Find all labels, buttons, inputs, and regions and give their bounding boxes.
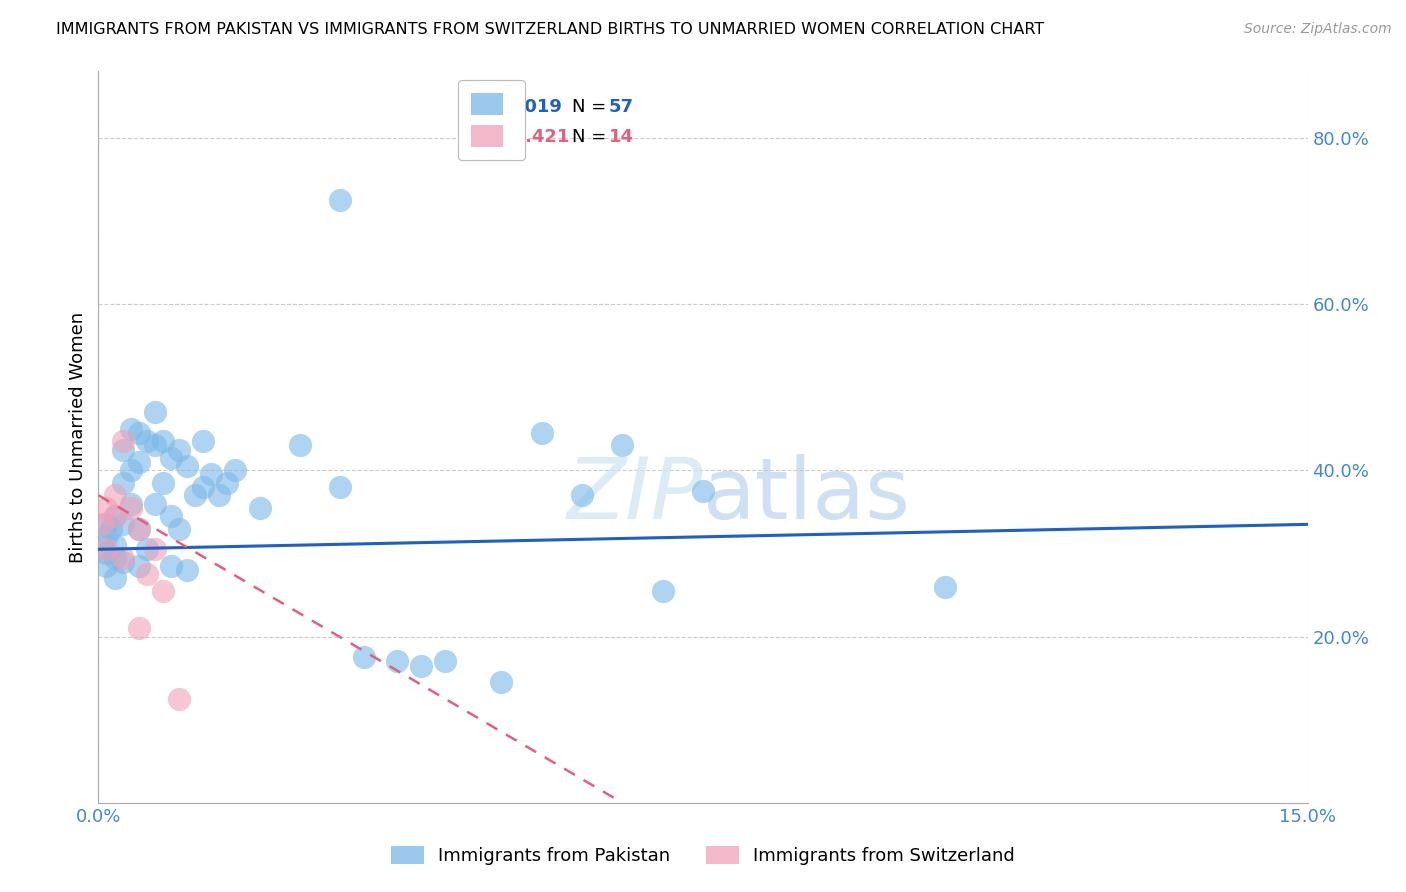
Point <box>288 438 311 452</box>
Point <box>96 542 118 557</box>
Point <box>111 517 134 532</box>
Point <box>167 692 190 706</box>
Point <box>193 434 215 449</box>
Point <box>160 558 183 573</box>
Point <box>128 521 150 535</box>
Point <box>152 434 174 449</box>
Point <box>167 521 190 535</box>
Text: R =: R = <box>468 98 502 116</box>
Point <box>128 455 150 469</box>
Point <box>111 550 134 565</box>
Point <box>612 438 634 452</box>
Point <box>91 538 114 552</box>
Point <box>224 463 246 477</box>
Point <box>385 655 408 669</box>
Point <box>96 517 118 532</box>
Point <box>152 475 174 490</box>
Point <box>111 555 134 569</box>
Point <box>111 442 134 457</box>
Point <box>103 509 125 524</box>
Point <box>409 658 432 673</box>
Text: N =: N = <box>572 98 606 116</box>
Point <box>160 509 183 524</box>
Point <box>491 675 513 690</box>
Point <box>143 405 166 419</box>
Point <box>329 193 352 207</box>
Y-axis label: Births to Unmarried Women: Births to Unmarried Women <box>69 311 87 563</box>
Point <box>135 567 157 582</box>
Text: 14: 14 <box>609 128 634 145</box>
Point <box>120 463 142 477</box>
Point <box>103 550 125 565</box>
Point <box>143 497 166 511</box>
Point <box>200 467 222 482</box>
Point <box>249 500 271 515</box>
Point <box>103 509 125 524</box>
Point <box>120 500 142 515</box>
Point <box>96 546 118 560</box>
Point <box>143 438 166 452</box>
Text: atlas: atlas <box>703 454 911 537</box>
Point <box>176 459 198 474</box>
Point <box>160 450 183 465</box>
Point <box>217 475 239 490</box>
Point <box>353 650 375 665</box>
Point <box>120 422 142 436</box>
Point <box>91 517 114 532</box>
Point <box>651 583 673 598</box>
Point <box>128 425 150 440</box>
Point <box>530 425 553 440</box>
Legend: Immigrants from Pakistan, Immigrants from Switzerland: Immigrants from Pakistan, Immigrants fro… <box>382 837 1024 874</box>
Point <box>103 488 125 502</box>
Point <box>692 484 714 499</box>
Point <box>176 563 198 577</box>
Point <box>128 558 150 573</box>
Point <box>96 558 118 573</box>
Point <box>96 500 118 515</box>
Point <box>135 542 157 557</box>
Point <box>152 583 174 598</box>
Text: 57: 57 <box>609 98 634 116</box>
Point <box>143 542 166 557</box>
Point <box>184 488 207 502</box>
Point <box>135 434 157 449</box>
Point <box>128 621 150 635</box>
Text: 0.019: 0.019 <box>505 98 561 116</box>
Text: ZIP: ZIP <box>567 454 703 537</box>
Point <box>111 434 134 449</box>
Legend: , : , <box>458 80 524 160</box>
Text: IMMIGRANTS FROM PAKISTAN VS IMMIGRANTS FROM SWITZERLAND BIRTHS TO UNMARRIED WOME: IMMIGRANTS FROM PAKISTAN VS IMMIGRANTS F… <box>56 22 1045 37</box>
Point <box>128 521 150 535</box>
Point <box>329 480 352 494</box>
Point <box>193 480 215 494</box>
Point <box>208 488 231 502</box>
Point <box>571 488 593 502</box>
Point <box>96 530 118 544</box>
Point <box>434 655 457 669</box>
Text: N =: N = <box>572 128 606 145</box>
Point <box>934 580 956 594</box>
Point <box>103 538 125 552</box>
Text: Source: ZipAtlas.com: Source: ZipAtlas.com <box>1244 22 1392 37</box>
Point <box>103 571 125 585</box>
Text: R =: R = <box>468 128 502 145</box>
Point <box>120 497 142 511</box>
Point <box>111 475 134 490</box>
Point <box>167 442 190 457</box>
Text: -0.421: -0.421 <box>505 128 569 145</box>
Point <box>100 521 122 535</box>
